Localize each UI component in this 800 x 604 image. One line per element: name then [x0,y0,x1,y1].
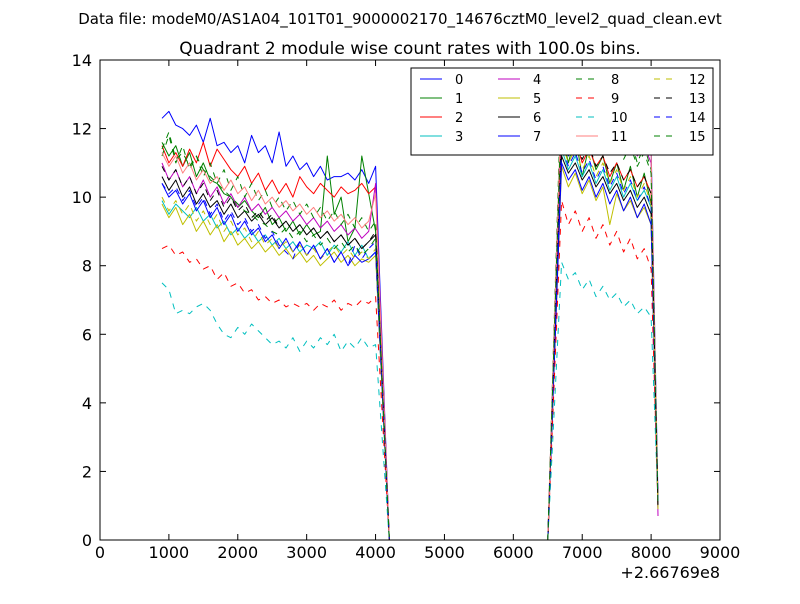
y-tick-label: 4 [82,394,92,413]
legend-label-10: 10 [611,111,628,126]
legend-label-12: 12 [689,73,706,88]
y-tick-label: 14 [72,51,92,70]
x-tick-label: 3000 [286,543,327,562]
legend-label-11: 11 [611,130,628,145]
series-line-14 [161,145,659,541]
series-line-2 [161,128,659,541]
y-tick-label: 6 [82,325,92,344]
legend-label-2: 2 [455,111,463,126]
y-tick-label: 2 [82,462,92,481]
legend-label-8: 8 [611,73,619,88]
legend-label-7: 7 [533,130,541,145]
y-tick-label: 10 [72,188,92,207]
x-tick-label: 0 [95,543,105,562]
series-line-9 [161,200,659,541]
x-tick-label: 2000 [217,543,258,562]
series-line-13 [161,128,659,541]
legend-label-9: 9 [611,92,619,107]
series-line-5 [161,165,659,541]
x-tick-label: 7000 [562,543,603,562]
x-axis-offset-label: +2.66769e8 [620,563,720,582]
legend-label-6: 6 [533,111,541,126]
x-tick-label: 9000 [700,543,741,562]
series-line-12 [161,141,659,541]
series-line-15 [161,100,659,541]
legend-label-0: 0 [455,73,463,88]
legend-label-5: 5 [533,92,541,107]
x-tick-label: 8000 [631,543,672,562]
legend-box [410,67,714,156]
y-tick-label: 0 [82,531,92,550]
legend-label-1: 1 [455,92,463,107]
x-tick-label: 1000 [149,543,190,562]
legend-label-14: 14 [689,111,706,126]
legend-label-13: 13 [689,92,706,107]
x-tick-label: 4000 [355,543,396,562]
series-line-3 [161,148,659,541]
series-layer [161,69,659,541]
y-tick-label: 12 [72,120,92,139]
legend-label-15: 15 [689,130,706,145]
y-tick-label: 8 [82,257,92,276]
legend-label-4: 4 [533,73,541,88]
series-line-10 [161,261,659,541]
figure-suptitle: Data file: modeM0/AS1A04_101T01_90000021… [78,10,722,29]
plot-area-frame [99,59,721,541]
legend-label-3: 3 [455,130,463,145]
chart-title: Quadrant 2 module wise count rates with … [179,39,640,59]
x-tick-label: 6000 [493,543,534,562]
axis-ticks: 0 1000 2000 3000 4000 5000 6000 7000 8000 9000 0 2 4… [72,51,741,562]
x-tick-label: 5000 [424,543,465,562]
series-line-1 [161,131,659,541]
